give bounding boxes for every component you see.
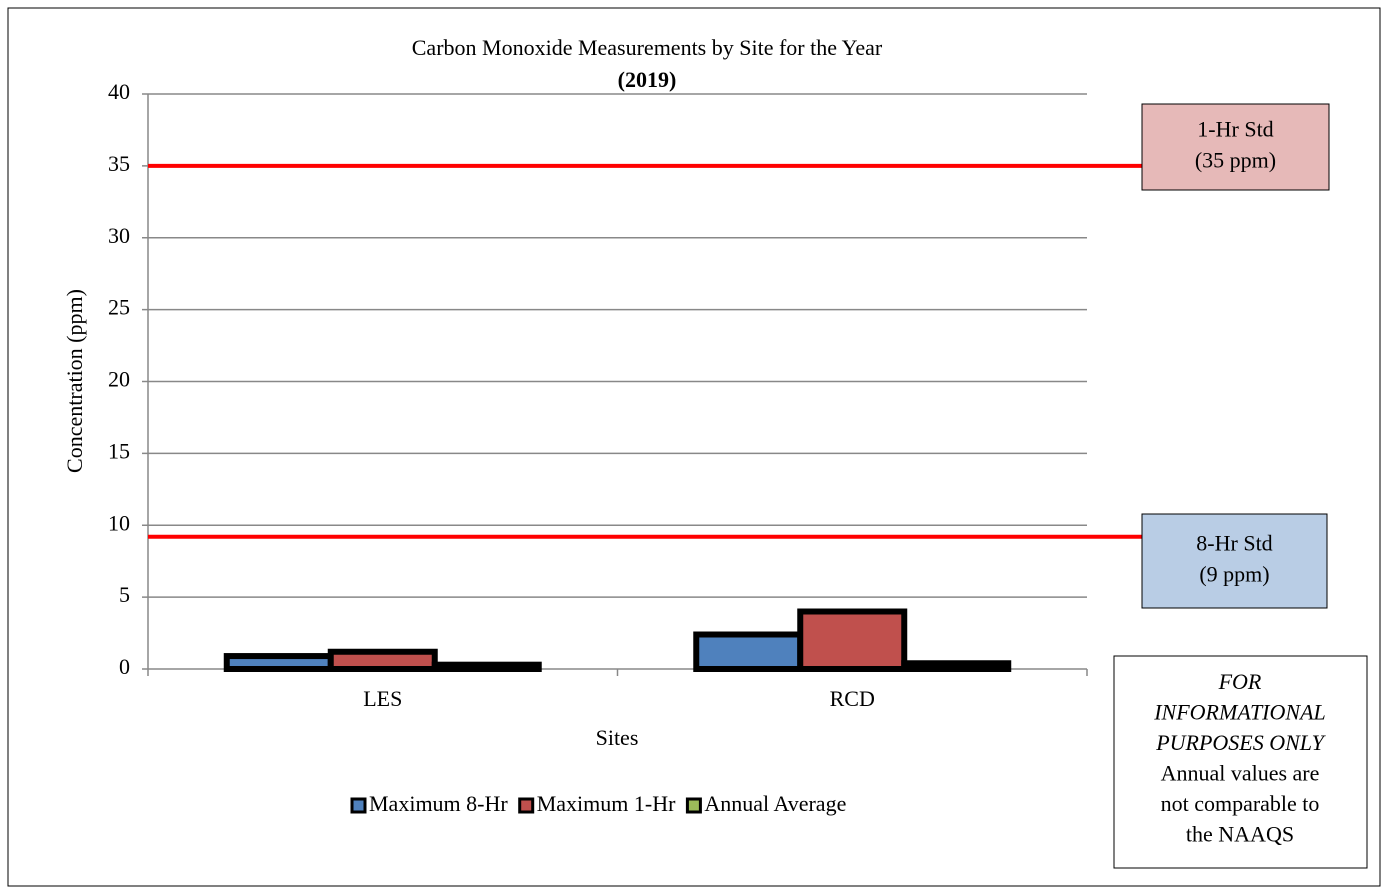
y-tick-label: 25	[108, 295, 130, 320]
legend-label: Annual Average	[704, 791, 846, 816]
y-axis-label: Concentration (ppm)	[62, 289, 87, 473]
reference-box	[1141, 103, 1330, 191]
reference-label: (9 ppm)	[1199, 562, 1269, 587]
y-tick-label: 15	[108, 438, 130, 463]
reference-label: (35 ppm)	[1195, 148, 1276, 173]
x-tick-label: RCD	[830, 686, 875, 711]
legend-swatch	[685, 797, 702, 814]
bar	[223, 653, 334, 672]
bar	[431, 661, 542, 672]
reference-label: 8-Hr Std	[1196, 531, 1272, 556]
legend-label: Maximum 8-Hr	[369, 791, 508, 816]
legend-swatch	[518, 797, 535, 814]
chart-subtitle: (2019)	[618, 67, 677, 92]
y-tick-label: 35	[108, 151, 130, 176]
y-tick-label: 40	[108, 79, 130, 104]
note-text: FOR	[1218, 669, 1262, 694]
bar	[693, 631, 804, 672]
note-text: INFORMATIONAL	[1153, 700, 1326, 725]
note-text: not comparable to	[1161, 791, 1320, 816]
legend-label: Maximum 1-Hr	[537, 791, 676, 816]
y-tick-label: 5	[119, 582, 130, 607]
y-tick-label: 30	[108, 223, 130, 248]
note-text: PURPOSES ONLY	[1155, 730, 1326, 755]
chart-title: Carbon Monoxide Measurements by Site for…	[412, 35, 883, 60]
y-tick-label: 20	[108, 367, 130, 392]
y-tick-label: 10	[108, 510, 130, 535]
y-tick-label: 0	[119, 654, 130, 679]
reference-box	[1141, 513, 1328, 609]
note-text: the NAAQS	[1186, 822, 1294, 847]
x-axis-label: Sites	[596, 725, 639, 750]
bar	[901, 660, 1012, 672]
reference-label: 1-Hr Std	[1197, 117, 1273, 142]
x-tick-label: LES	[363, 686, 402, 711]
bar	[797, 608, 908, 672]
note-text: Annual values are	[1161, 761, 1320, 786]
legend-swatch	[350, 797, 367, 814]
bar	[327, 648, 438, 672]
note-box	[1113, 655, 1368, 869]
